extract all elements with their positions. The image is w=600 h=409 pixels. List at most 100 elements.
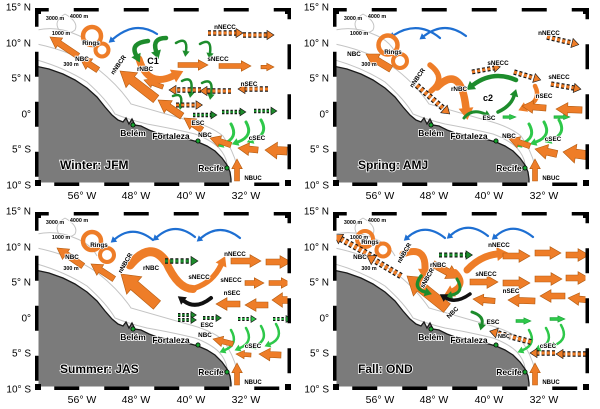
arrowhead <box>418 268 432 281</box>
current-label: NBC <box>75 56 89 63</box>
current-arrow <box>565 271 589 285</box>
current-arrow <box>49 36 81 59</box>
arrowhead <box>239 107 247 117</box>
city-dot-fortaleza <box>195 138 201 144</box>
x-axis-tick-label: 48° W <box>419 190 449 202</box>
current-curve <box>198 40 212 55</box>
current-label: ESC <box>487 319 500 326</box>
hatched-arrow <box>339 237 377 260</box>
current-label: Rings <box>384 49 402 56</box>
current-curve <box>162 258 197 293</box>
current-curve <box>268 322 281 346</box>
y-axis-tick-label: 5° S <box>309 144 329 156</box>
x-axis-tick-label: 56° W <box>365 394 395 406</box>
current-arrow <box>508 136 532 149</box>
current-arrow <box>502 113 517 121</box>
bathymetry-contour <box>36 59 228 165</box>
current-arrow <box>90 263 117 282</box>
arrowhead <box>206 52 214 59</box>
arrowhead <box>196 235 204 242</box>
depth-label: 4000 m <box>70 218 88 224</box>
arrowhead <box>440 104 451 115</box>
depth-label: 1000 m <box>52 31 70 37</box>
current-label: Rings <box>361 239 379 246</box>
nbc-ring <box>80 229 104 253</box>
current-curve <box>427 62 442 94</box>
arrowhead <box>478 323 486 331</box>
arrowhead <box>187 91 195 98</box>
hatched-arrow <box>513 70 535 80</box>
current-curve <box>470 73 519 88</box>
current-label: cSEC <box>249 135 266 142</box>
y-axis-tick-label: 10° N <box>303 38 329 50</box>
current-label: nSEC <box>241 81 258 88</box>
current-label: Rings <box>90 242 108 249</box>
depth-label: 1000 m <box>350 235 368 241</box>
current-curve <box>199 228 242 240</box>
current-arrow <box>258 347 282 362</box>
current-label: ESC <box>192 120 205 127</box>
current-arrow <box>218 60 252 72</box>
current-label: nSEC <box>224 290 241 297</box>
arrowhead <box>491 233 499 240</box>
current-label: nNECC <box>224 251 246 258</box>
current-label: rNBC <box>430 262 447 269</box>
y-axis-tick-label: 15° N <box>303 2 329 14</box>
bathymetry-contour <box>56 13 77 34</box>
current-label: cSEC <box>245 343 262 350</box>
y-axis-tick-label: 5° N <box>11 73 31 85</box>
current-label: ESC <box>201 322 214 329</box>
y-axis-tick-label: 10° S <box>304 384 329 396</box>
current-curve <box>192 262 224 291</box>
current-label: NBC <box>198 332 212 339</box>
arrowhead <box>168 84 177 96</box>
current-curve <box>444 292 472 302</box>
x-axis-tick-label: 32° W <box>231 394 261 406</box>
x-axis-tick-label: 40° W <box>176 190 206 202</box>
depth-label: 4000 m <box>70 14 88 20</box>
frame-corner <box>333 384 339 390</box>
depth-label: 300 m <box>361 266 376 272</box>
bathymetry-contour <box>354 13 375 34</box>
city-label: Belém <box>120 332 146 342</box>
arrowhead <box>249 342 257 350</box>
current-arrow <box>264 141 288 160</box>
y-axis-tick-label: 15° N <box>303 206 329 218</box>
current-curve <box>494 227 535 239</box>
city-dot-belém <box>428 326 434 332</box>
arrowhead <box>483 110 491 118</box>
frame-corner <box>285 384 291 390</box>
arrowhead <box>446 232 454 239</box>
x-axis-tick-label: 56° W <box>365 190 395 202</box>
current-arrow <box>209 135 233 148</box>
current-curve <box>113 230 155 242</box>
x-axis-tick-label: 40° W <box>474 190 504 202</box>
arrowhead <box>264 340 272 348</box>
city-dot-recife <box>224 369 230 375</box>
current-arrow <box>507 293 536 308</box>
bathymetry-contour <box>354 217 375 238</box>
frame-corner <box>583 8 589 14</box>
current-label-nbuc: NBUC <box>244 380 262 386</box>
current-arrow <box>502 276 531 290</box>
city-label: Fortaleza <box>450 131 488 141</box>
current-arrow <box>215 297 241 311</box>
current-label: sNECC <box>548 74 570 81</box>
current-curve <box>174 39 188 53</box>
y-axis-tick-label: 0° <box>319 109 329 121</box>
panel-title: Winter: JFM <box>60 158 129 172</box>
y-axis-tick-label: 15° N <box>5 206 31 218</box>
arrowhead <box>517 346 525 354</box>
arrowhead <box>419 33 427 40</box>
bathymetry-contour <box>36 263 228 369</box>
current-label: C1 <box>147 56 159 66</box>
hatched-arrow <box>550 82 575 90</box>
current-curve <box>463 250 501 274</box>
arrowhead <box>403 234 411 241</box>
x-axis-tick-label: 40° W <box>474 394 504 406</box>
arrowhead <box>509 89 519 98</box>
